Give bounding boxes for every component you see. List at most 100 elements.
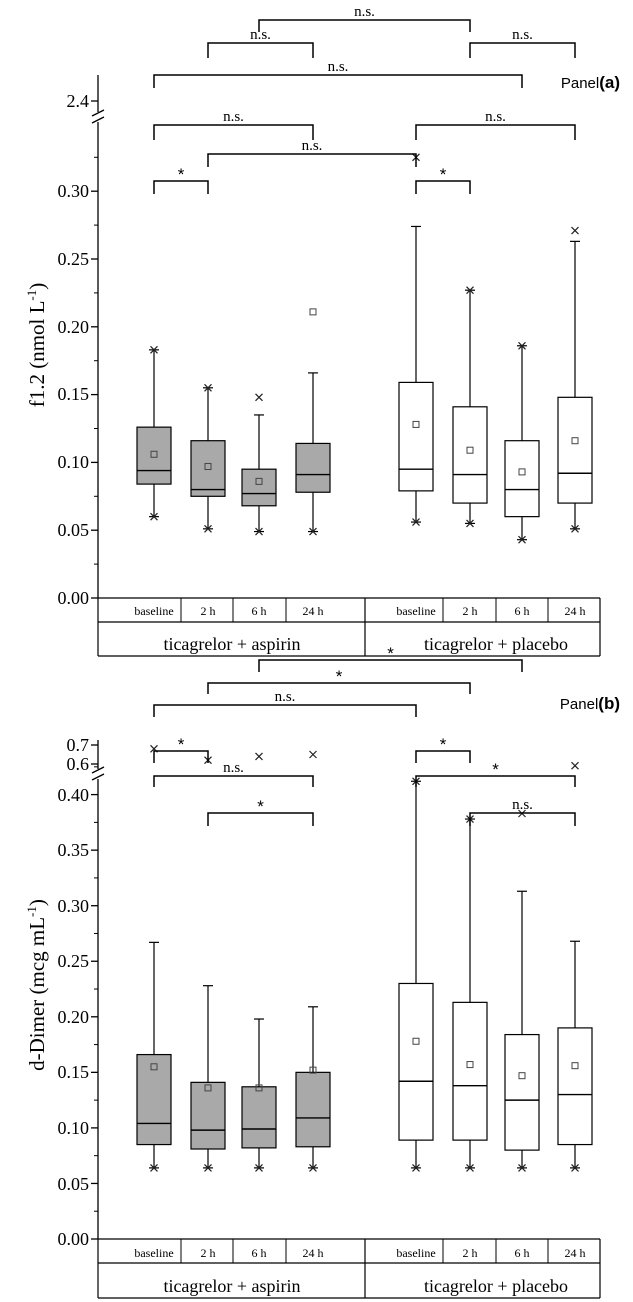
bracket-label: * (178, 165, 185, 184)
bracket-label: * (387, 644, 394, 663)
mean-marker (571, 1062, 579, 1070)
panel-b-y-tick-upper: 0.6 (67, 754, 90, 774)
significance-bracket: n.s. (207, 138, 417, 167)
bracket-line (469, 42, 576, 58)
significance-bracket: * (153, 735, 209, 763)
significance-bracket: n.s. (207, 27, 314, 58)
outlier-marker (204, 524, 212, 533)
panel-a-y-tick: 0.05 (58, 520, 90, 540)
panel-b-group-label: ticagrelor + placebo (424, 1276, 568, 1296)
significance-bracket: n.s. (415, 109, 576, 140)
bracket-line (153, 704, 417, 717)
outlier-marker (309, 527, 317, 536)
mean-marker (412, 1037, 420, 1045)
outlier-marker (571, 226, 579, 235)
panel-b-category-label: baseline (396, 1246, 435, 1260)
box-plot (398, 153, 434, 526)
outlier-marker (150, 345, 158, 354)
bracket-label: n.s. (328, 59, 349, 75)
significance-bracket: n.s. (153, 760, 314, 787)
outlier-marker (309, 750, 317, 759)
panel-b-label: Panel(b) (560, 694, 620, 713)
panel-b-category-label: 2 h (463, 1246, 478, 1260)
panel-b-y-tick: 0.35 (58, 840, 90, 860)
outlier-marker (204, 1163, 212, 1172)
bracket-line (258, 19, 471, 32)
bracket-line (207, 42, 314, 58)
outlier-marker (412, 1163, 420, 1172)
box-plot (241, 393, 277, 536)
significance-bracket: * (415, 735, 471, 763)
significance-bracket: * (153, 165, 209, 194)
panel-b-y-ticks: 0.00 0.05 0.10 0.15 0.20 0.25 0.30 0.35 … (58, 735, 90, 1249)
panel-a-y-axis-label-text: f1.2 (nmol L (25, 301, 49, 408)
panel-b-label-tag: (b) (598, 694, 620, 713)
iqr-box (452, 1001, 488, 1141)
mean-marker (518, 1072, 526, 1080)
mean-marker (309, 1066, 317, 1074)
panel-a-group-labels: ticagrelor + aspirin ticagrelor + placeb… (163, 634, 568, 654)
outlier-marker (466, 1163, 474, 1172)
panel-b-label-word: Panel (560, 696, 598, 713)
outlier-marker (518, 341, 526, 350)
panel-a-category-label: baseline (396, 604, 435, 618)
iqr-box (136, 1053, 172, 1146)
panel-b-y-tick: 0.05 (58, 1174, 90, 1194)
box-plot (241, 752, 277, 1172)
significance-bracket: * (415, 165, 471, 194)
outlier-marker (150, 512, 158, 521)
bracket-line (415, 775, 576, 787)
panel-a-category-label: baseline (134, 604, 173, 618)
panel-a-category-labels: baseline 2 h 6 h 24 h baseline 2 h 6 h 2… (134, 604, 585, 618)
box-plot (504, 341, 540, 544)
panel-a-label: Panel(a) (561, 73, 620, 92)
panel-a-category-label: 6 h (252, 604, 267, 618)
box-plot (398, 777, 434, 1172)
bracket-label: n.s. (275, 689, 296, 705)
bracket-line (415, 124, 576, 140)
panel-b-group-label: ticagrelor + aspirin (163, 1276, 300, 1296)
panel-b-y-tick: 0.15 (58, 1062, 90, 1082)
mean-marker (255, 1084, 263, 1092)
panel-b-category-labels: baseline 2 h 6 h 24 h baseline 2 h 6 h 2… (134, 1246, 585, 1260)
bracket-label: n.s. (302, 138, 323, 154)
bracket-line (415, 750, 471, 763)
box-plot (295, 308, 331, 536)
box-plot (557, 761, 593, 1172)
panel-b-y-tick: 0.25 (58, 951, 90, 971)
significance-bracket: n.s. (153, 109, 314, 140)
iqr-box (295, 442, 331, 493)
iqr-box (504, 440, 540, 518)
axis-break-mark (91, 109, 105, 124)
panel-a-y-ticks: 0.00 0.05 0.10 0.15 0.20 0.25 0.30 2.4 (58, 91, 90, 608)
iqr-box (241, 468, 277, 507)
panel-b-y-axis-label-text: d-Dimer (mcg mL (25, 917, 49, 1071)
iqr-box (452, 406, 488, 504)
panel-a-group-label: ticagrelor + aspirin (163, 634, 300, 654)
mean-marker (571, 437, 579, 445)
panel-a-y-tick: 0.20 (58, 317, 90, 337)
mean-marker (309, 308, 317, 316)
panel-b-y-tick: 0.20 (58, 1007, 90, 1027)
panel-a-category-label: 2 h (463, 604, 478, 618)
iqr-box (295, 1071, 331, 1148)
bracket-line (207, 682, 471, 694)
box-plot (452, 815, 488, 1172)
panel-a-y-tick: 0.30 (58, 181, 90, 201)
outlier-marker (255, 393, 263, 402)
significance-bracket: * (258, 644, 523, 672)
outlier-marker (466, 519, 474, 528)
outlier-marker (255, 1163, 263, 1172)
outlier-marker (255, 752, 263, 761)
outlier-marker (571, 1163, 579, 1172)
iqr-box (557, 1027, 593, 1146)
outlier-marker (571, 761, 579, 770)
panel-a-category-label: 24 h (565, 604, 586, 618)
panel-a-y-axis-label-end: ) (25, 283, 49, 290)
panel-a-y-tick: 0.10 (58, 452, 90, 472)
panel-a-label-tag: (a) (599, 73, 620, 92)
panel-a-y-tick-upper: 2.4 (67, 91, 90, 111)
box-plot (504, 809, 540, 1172)
panel-b-y-axis-label-end: ) (25, 899, 49, 906)
